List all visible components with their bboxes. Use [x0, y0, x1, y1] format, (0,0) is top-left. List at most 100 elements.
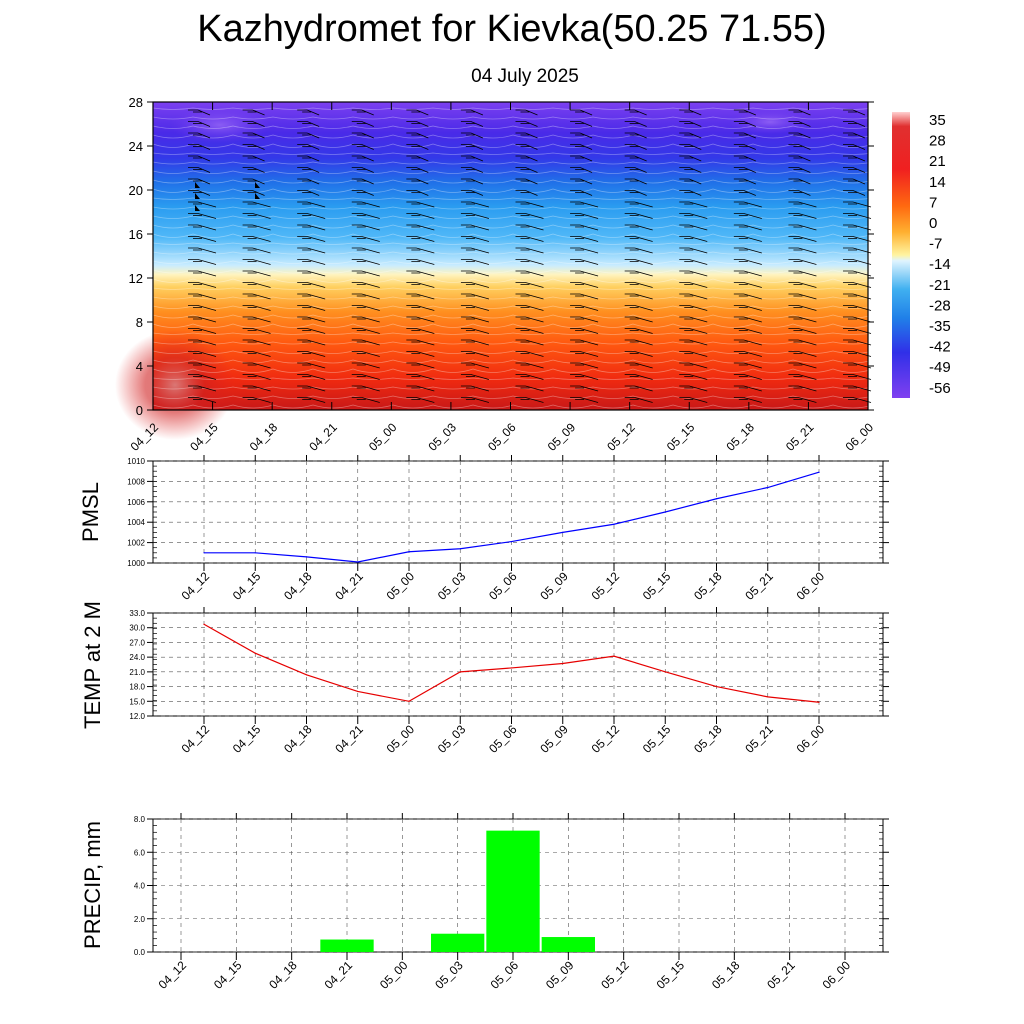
contour-line [152, 152, 874, 155]
x-tick-label: 05_09 [543, 958, 577, 992]
wind-barb [460, 362, 490, 369]
wind-barb [843, 132, 866, 139]
contour-line [152, 350, 874, 354]
wind-barb [297, 167, 320, 173]
contour-line [152, 233, 874, 238]
wind-barb [242, 144, 265, 150]
wind-barb [733, 121, 756, 127]
x-tick-label: 05_09 [545, 420, 579, 454]
data-point [818, 471, 820, 473]
x-tick-label: 04_15 [230, 569, 264, 603]
wind-barb [733, 270, 762, 277]
wind-barb [624, 190, 647, 196]
wind-barb [242, 167, 265, 173]
x-tick-label: 04_12 [179, 722, 213, 756]
x-tick-label: 05_06 [488, 958, 522, 992]
wind-flag [255, 182, 260, 188]
contour-line [152, 368, 874, 373]
wind-barb [515, 293, 544, 300]
wind-barb [515, 397, 544, 403]
contour-line [152, 386, 874, 390]
wind-barb [297, 328, 326, 334]
wind-barb [242, 282, 271, 288]
x-tick-label: 05_18 [723, 420, 757, 454]
colorbar-label: 0 [929, 215, 937, 232]
colorbar-label: -7 [929, 236, 942, 253]
wind-barb [351, 155, 374, 162]
wind-barb [570, 224, 599, 231]
wind-barb [733, 109, 756, 116]
contour-line [152, 224, 874, 229]
x-tick-label: 05_18 [691, 722, 725, 756]
wind-barb [188, 155, 211, 162]
colorbar-label: -49 [929, 359, 951, 376]
wind-barb [733, 385, 762, 392]
cold-core [730, 110, 810, 134]
data-point [357, 690, 359, 693]
wind-barb [297, 362, 326, 369]
wind-barb [188, 328, 217, 334]
y-tick-label: 18.0 [129, 683, 145, 692]
wind-barb [351, 109, 374, 116]
wind-barb [733, 362, 762, 369]
x-tick-label: 05_00 [366, 420, 400, 454]
wind-flag [255, 193, 260, 199]
wind-barb [788, 224, 817, 231]
wind-barb [242, 305, 271, 311]
x-tick-label: 06_00 [794, 569, 828, 603]
wind-barb [788, 247, 817, 254]
wind-barb [460, 190, 484, 196]
wind-barb [406, 247, 435, 254]
wind-barb [406, 328, 435, 334]
temperature-field [153, 102, 868, 410]
precip-chart: 0.0 2.0 4.0 6.0 8.0 04_12 04_15 04_18 04_21 05_00… [80, 813, 889, 992]
wind-barb [406, 293, 435, 300]
x-tick-label: 05_00 [384, 722, 418, 756]
wind-barb [460, 259, 490, 265]
wind-barb [406, 224, 435, 231]
wind-barb [843, 167, 866, 173]
wind-barb [788, 132, 811, 139]
contour-line [152, 179, 874, 184]
wind-barb [843, 109, 866, 116]
wind-barb [297, 316, 326, 323]
y-tick-label: 1008 [127, 477, 145, 486]
wind-barb [242, 397, 271, 403]
colorbar-label: -35 [929, 318, 951, 335]
x-tick-label: 04_18 [266, 958, 300, 992]
wind-barb [297, 190, 320, 196]
wind-barb [297, 236, 326, 242]
wind-barb [733, 374, 762, 380]
wind-barb [242, 247, 271, 254]
colorbar-label: 7 [929, 194, 937, 211]
wind-barb [788, 167, 811, 173]
y-tick-label: 33.0 [129, 609, 145, 618]
colorbar-label: 14 [929, 174, 946, 191]
contour-line [152, 116, 874, 120]
x-tick-label: 05_15 [640, 722, 674, 756]
wind-barb [242, 316, 271, 323]
wind-barb [188, 201, 217, 208]
wind-barb [351, 247, 380, 254]
wind-barb [188, 132, 211, 139]
y-tick-label: 16 [129, 227, 143, 242]
wind-barb [624, 385, 653, 392]
wind-barb [460, 374, 490, 380]
wind-barb [460, 178, 484, 185]
wind-barb [843, 190, 866, 196]
x-tick-label: 05_18 [691, 569, 725, 603]
wind-barb [242, 190, 265, 196]
wind-barb [570, 293, 599, 300]
wind-barb [242, 201, 271, 208]
wind-barb [570, 109, 593, 116]
wind-barb [624, 374, 653, 380]
wind-barb [570, 247, 599, 254]
wind-barb [679, 213, 708, 219]
wind-barb [515, 121, 538, 127]
cold-core [170, 107, 270, 143]
x-tick-label: 04_12 [156, 958, 190, 992]
data-point [357, 561, 359, 563]
wind-barb [570, 178, 593, 185]
plot-frame [152, 460, 884, 564]
